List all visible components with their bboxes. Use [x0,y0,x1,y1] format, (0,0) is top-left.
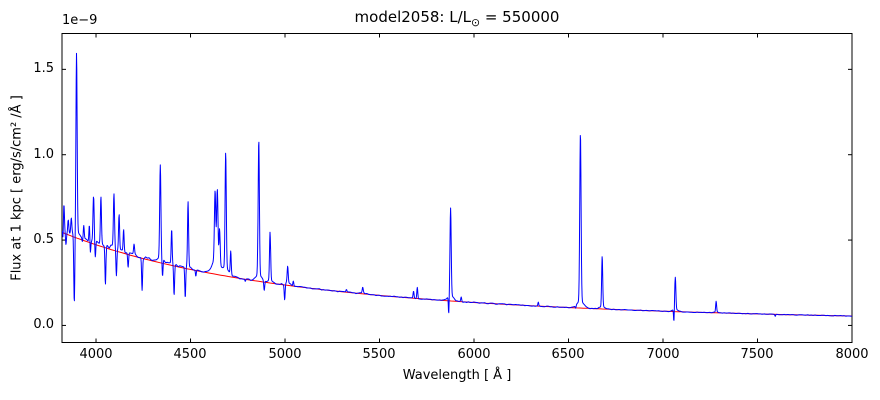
x-tick-label: 8000 [835,347,869,362]
x-tick-label: 6500 [551,347,585,362]
y-tick-label: 1.5 [33,61,54,76]
plot-title: model2058: L/L⊙ = 550000 [62,8,852,29]
x-tick-label: 6000 [457,347,491,362]
y-tick-label: 0.0 [33,317,54,332]
sun-symbol: ⊙ [471,16,481,29]
y-tick-label: 0.5 [33,232,54,247]
title-prefix: model2058: L/L [354,8,472,26]
title-suffix: = 550000 [480,8,560,26]
y-axis-label: Flux at 1 kpc [ erg/s/cm² /Å ] [9,95,25,281]
y-tick-label: 1.0 [33,147,54,162]
x-tick-label: 4000 [79,347,113,362]
spectrum-line [62,52,852,321]
x-axis-label: Wavelength [ Å ] [402,368,512,383]
x-tick-label: 5500 [362,347,396,362]
x-tick-label: 4500 [173,347,207,362]
axes-frame [61,33,853,343]
x-tick-label: 7500 [740,347,774,362]
y-axis-offset-label: 1e−9 [62,13,98,28]
x-tick-label: 5000 [268,347,302,362]
axis-ticks [62,33,853,343]
x-tick-label: 7000 [646,347,680,362]
continuum-line [62,231,852,317]
